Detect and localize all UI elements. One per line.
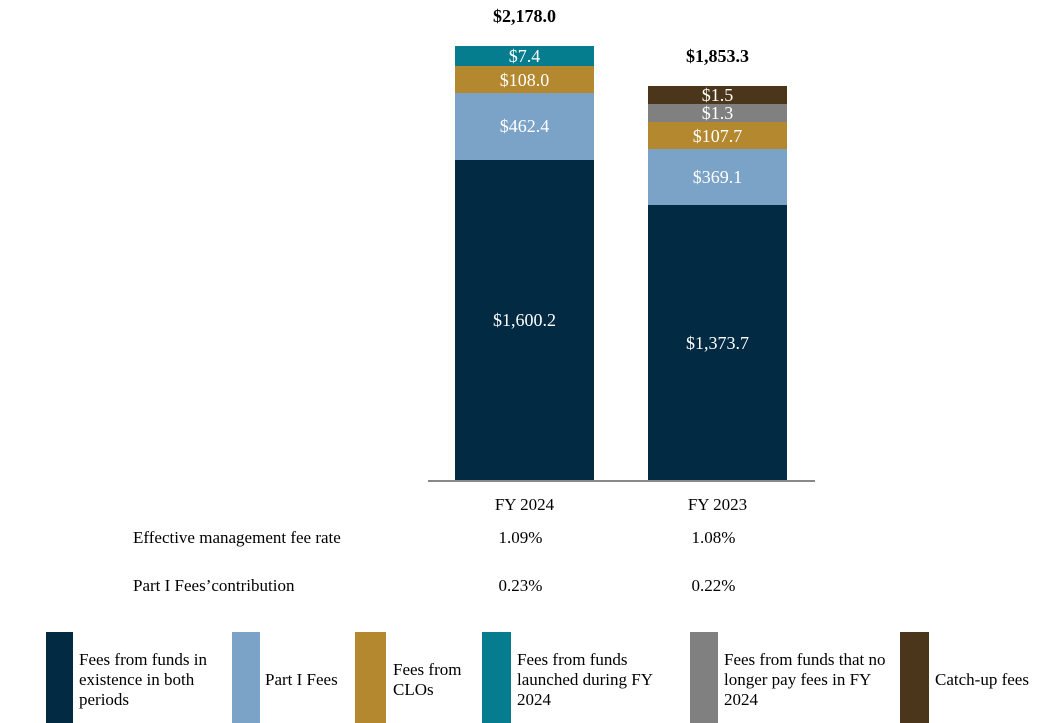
bar-segment: $108.0 — [455, 66, 594, 93]
bar-segment: $7.4 — [455, 46, 594, 67]
legend-label: Part I Fees — [265, 670, 338, 689]
data-label: $1.3 — [701, 103, 734, 124]
total-label: $2,178.0 — [493, 6, 556, 26]
legend-label: Fees from funds in existence in both per… — [79, 650, 207, 709]
legend-swatch — [46, 632, 73, 723]
bar-segment: $107.7 — [648, 122, 787, 149]
legend-swatch — [232, 632, 260, 723]
x-tick-label: FY 2024 — [494, 495, 555, 514]
data-label: $107.7 — [692, 125, 743, 146]
data-label: $1,373.7 — [686, 332, 749, 353]
bar-segment: $1.3 — [648, 103, 787, 124]
total-label: $1,853.3 — [686, 46, 749, 66]
data-label: $7.4 — [508, 46, 541, 67]
legend-label: Catch-up fees — [935, 670, 1029, 689]
legend-swatch — [482, 632, 511, 723]
legend-label: Fees from funds launched during FY 2024 — [517, 650, 653, 709]
metric-value: 0.23% — [498, 576, 543, 595]
data-label: $1,600.2 — [493, 309, 556, 330]
metric-label: Effective management fee rate — [133, 528, 341, 547]
metric-value: 1.09% — [498, 528, 543, 547]
bar-segment: $1.5 — [648, 85, 787, 106]
data-label: $462.4 — [499, 116, 550, 137]
data-label: $108.0 — [499, 69, 550, 90]
legend-swatch — [900, 632, 929, 723]
x-tick-label: FY 2023 — [687, 495, 748, 514]
bar-segment: $462.4 — [455, 92, 594, 160]
x-axis-line — [428, 480, 815, 482]
bar-segment: $369.1 — [648, 148, 787, 206]
metric-value: 1.08% — [691, 528, 736, 547]
bar-segment: $1,600.2 — [455, 159, 594, 480]
data-label: $1.5 — [701, 85, 734, 106]
legend-label: Fees from funds that no longer pay fees … — [724, 650, 886, 709]
metric-label: Part I Fees’contribution — [133, 576, 295, 595]
legend-swatch — [355, 632, 386, 723]
metric-value: 0.22% — [691, 576, 736, 595]
legend-swatch — [690, 632, 718, 723]
data-label: $369.1 — [692, 167, 743, 188]
legend-label: Fees from CLOs — [393, 660, 462, 699]
bar-segment: $1,373.7 — [648, 205, 787, 480]
